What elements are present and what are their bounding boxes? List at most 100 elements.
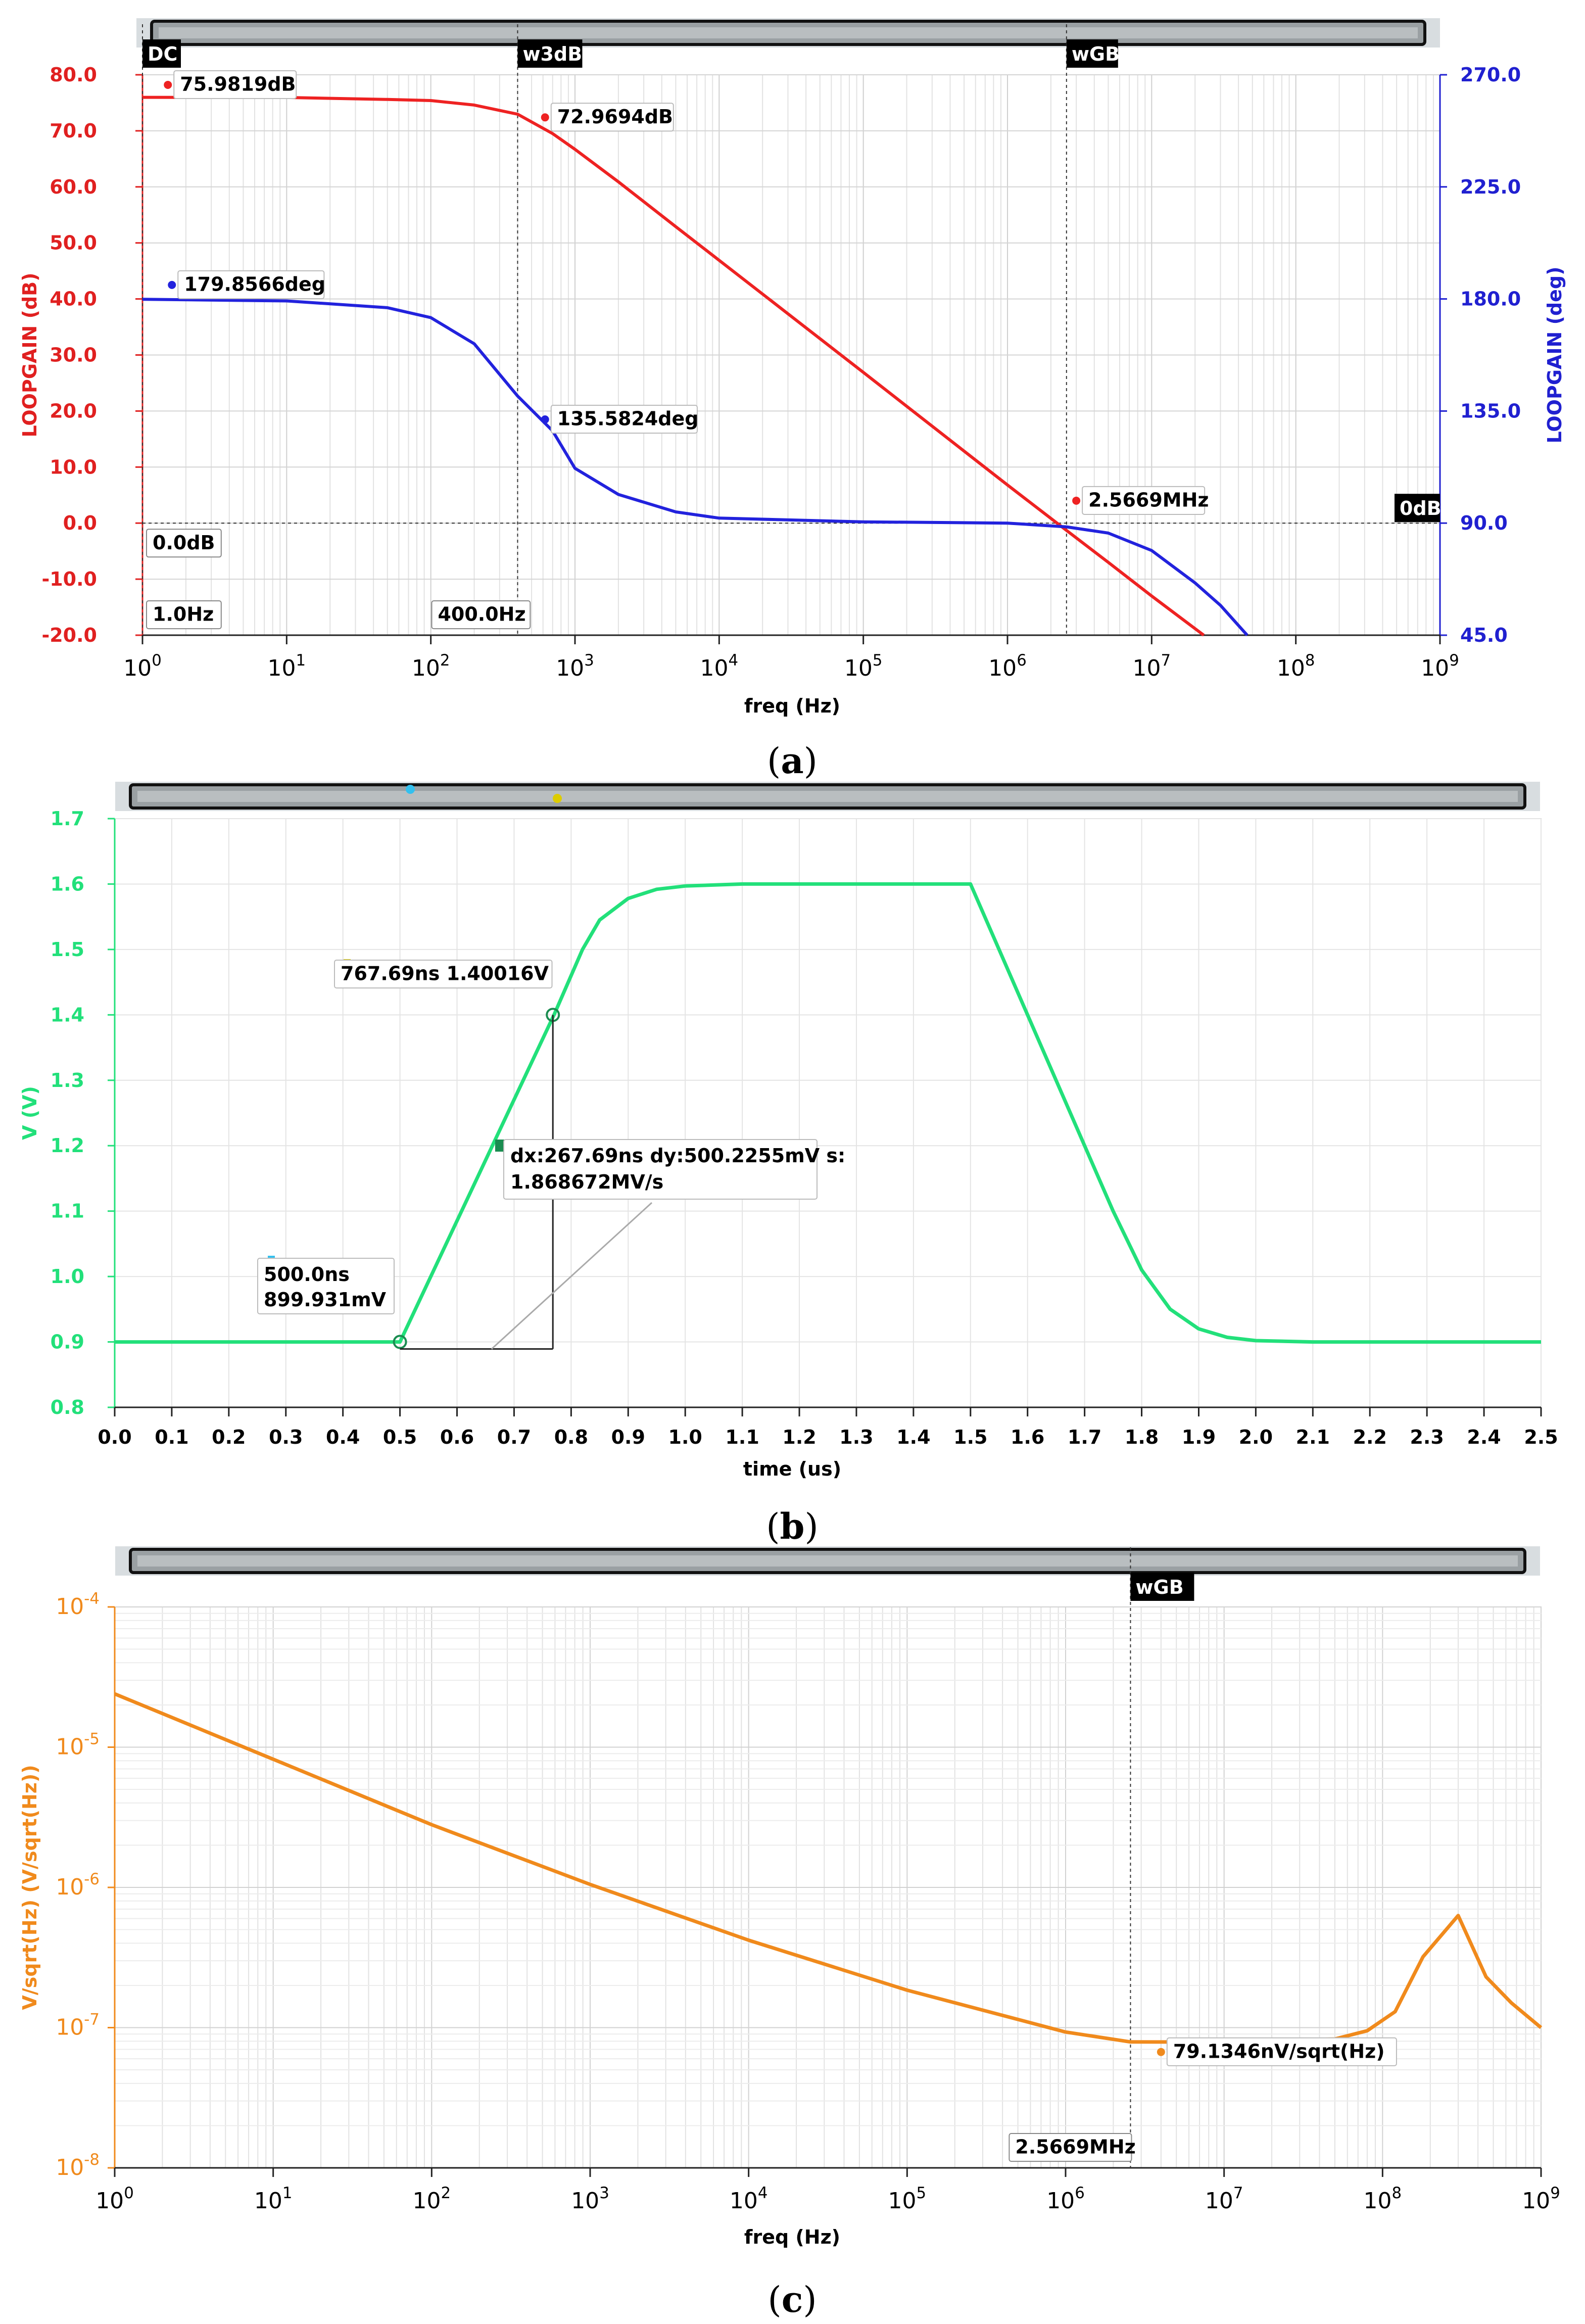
panel-c-y-axis-title: V/sqrt(Hz) (V/sqrt(Hz)) [19,1765,41,2010]
panel-b-y-tick-label: 1.0 [51,1265,84,1288]
panel-c-x-tick-label: 100 [95,2184,134,2214]
panel-a-gain-line [142,96,1205,637]
panel-b-annotation-b-box [334,960,553,989]
caption-c-close: ) [803,2279,816,2320]
panel-a-zero-db-tag-label: 0dB [1400,497,1442,519]
panel-c-x-tick-label: 104 [730,2184,768,2214]
panel-c-ref-freq-label-box [1008,2133,1132,2162]
panel-a-ref-1hz-label: 1.0Hz [153,603,214,626]
panel-c-ref-freq-label: 2.5669MHz [1015,2136,1135,2158]
panel-b-annotation-a-line1: 500.0ns [264,1263,350,1286]
panel-a-annotation-label-group: 72.9694dB [550,103,674,132]
panel-a-x-axis-title: freq (Hz) [744,695,840,717]
panel-a-annotation-label-box [550,405,698,434]
panel-b-annotation-b: 767.69ns 1.40016V [341,963,549,985]
panel-a-y-tick-label: 0.0 [63,512,97,534]
panel-b-x-tick-label: 2.5 [1524,1426,1558,1448]
panel-a-x-tick-label: 105 [844,651,883,681]
panel-a-ref-400hz-label-box [431,600,531,630]
caption-a: (a) [767,740,818,782]
panel-c-noise-chart: 10-8 10-7 10-6 10-5 10-4 100 101 102 103 104 105 10… [19,1546,1560,2248]
panel-a-x-tick-label: 109 [1421,651,1459,681]
panel-a-ref-0db-label-box [146,529,222,558]
panel-a-y-tick-label: -20.0 [41,624,97,646]
panel-c-marker-tag [1130,1573,1194,1601]
panel-a-annotation-label-group: 75.9819dB [173,70,297,100]
panel-b-x-tick-label: 2.2 [1353,1426,1387,1448]
panel-a-y-tick-label: 80.0 [50,64,97,86]
caption-b-close: ) [804,1506,818,1547]
panel-b-x-tick-label: 1.0 [668,1426,702,1448]
panel-a-annotation-dot [1072,496,1081,505]
panel-b-x-tick-label: 2.0 [1239,1426,1273,1448]
panel-c-annotation-label-box [1166,2037,1397,2066]
panel-a-y2-tick-label: 90.0 [1460,512,1508,534]
panel-b-x-tick-label: 1.7 [1068,1426,1101,1448]
panel-b-y-tick-label: 1.4 [51,1004,84,1026]
panel-a-annotation-label-box [550,103,674,132]
panel-a-x-tick-label: 104 [700,651,739,681]
panel-a-annotation-dot [168,280,176,289]
panel-a-y-tick-label: 40.0 [50,288,97,310]
panel-a-annotation-label: 179.8566deg [184,273,325,296]
panel-c-x-tick-label: 108 [1364,2184,1402,2214]
panel-a-y-tick-label: 20.0 [50,400,97,422]
panel-b-x-tick-label: 2.1 [1296,1426,1330,1448]
caption-a-open: ( [767,740,781,782]
panel-c-marker-label: wGB [1135,1576,1183,1598]
panel-a-y-tick-label: 50.0 [50,232,97,254]
panel-a-y-axis-title: LOOPGAIN (dB) [19,273,41,438]
panel-a-scrollbar-thumb-inner [159,27,1418,38]
panel-c-x-tick-label: 103 [571,2184,609,2214]
panel-a-loopgain-chart: -20.0 -10.0 0.0 10.0 20.0 30.0 40.0 50.0 60.0 70.… [19,18,1566,717]
panel-a-ref-1hz-label-box [146,600,222,630]
panel-b-annotation-a-group: 500.0ns 899.931mV [257,1258,395,1314]
panel-b-annotation-b-group: 767.69ns 1.40016V [334,960,553,989]
panel-b-x-tick-label: 1.2 [782,1426,816,1448]
panel-b-x-tick-label: 2.4 [1467,1426,1501,1448]
caption-b-letter: b [780,1505,805,1547]
panel-a-y2-tick-label: 225.0 [1460,176,1521,198]
panel-a-marker-label: wGB [1072,43,1120,65]
panel-b-x-tick-label: 0.4 [326,1426,360,1448]
panel-a-annotation-label-box [177,270,325,299]
panel-c-x-tick-label: 101 [254,2184,293,2214]
panel-b-x-tick-label: 1.8 [1125,1426,1159,1448]
panel-b-annotation-a-box [257,1258,395,1314]
panel-a-y2-tick-label: 180.0 [1460,288,1521,310]
caption-a-close: ) [804,740,818,782]
panel-a-marker-tag [142,39,181,68]
panel-a-annotation-label: 75.9819dB [180,73,296,96]
panel-b-x-tick-label: 1.6 [1011,1426,1044,1448]
panel-b-y-tick-label: 1.3 [51,1069,84,1092]
caption-c: (c) [767,2279,816,2320]
panel-c-annotation-label-group: 79.1346nV/sqrt(Hz) [1166,2037,1397,2066]
panel-a-annotation-dot [541,113,549,122]
panel-b-x-tick-label: 0.9 [611,1426,645,1448]
panel-a-marker-label: DC [148,43,177,65]
panel-a-ref-0db-label: 0.0dB [153,532,215,554]
panel-a-marker-label: w3dB [522,43,582,65]
panel-b-annotation-delta-group: dx:267.69ns dy:500.2255mV s: 1.868672MV/s [503,1139,845,1200]
panel-a-x-tick-label: 101 [268,651,306,681]
panel-a-x-tick-label: 107 [1133,651,1171,681]
panel-b-x-tick-label: 0.5 [383,1426,417,1448]
panel-b-x-tick-label: 1.3 [839,1426,873,1448]
panel-a-ref-400hz-label-group: 400.0Hz [431,600,531,630]
panel-b-overview-marker-a [406,785,415,794]
panel-a-y2-tick-label: 135.0 [1460,400,1521,422]
caption-b: (b) [766,1505,819,1547]
panel-b-x-tick-label: 0.2 [212,1426,246,1448]
panel-b-y-tick-label: 1.5 [51,938,84,961]
panel-b-y-tick-label: 1.2 [51,1134,84,1157]
panel-b-annotation-a-line2: 899.931mV [264,1289,387,1311]
panel-a-y-tick-label: 30.0 [50,344,97,366]
panel-b-transient-chart: 0.8 0.9 1.0 1.1 1.2 1.3 1.4 1.5 1.6 1.7 0.0 0.1 0.2 0… [19,782,1558,1480]
panel-a-annotation-dot [164,80,172,89]
panel-c-annotation-dot [1157,2048,1165,2056]
panel-a-zero-db-tag [1395,494,1440,523]
panel-a-marker-tag [517,39,583,68]
caption-c-letter: c [782,2279,803,2320]
panel-b-voltage-line [115,882,1541,1344]
panel-b-overview-marker-b [553,794,562,803]
